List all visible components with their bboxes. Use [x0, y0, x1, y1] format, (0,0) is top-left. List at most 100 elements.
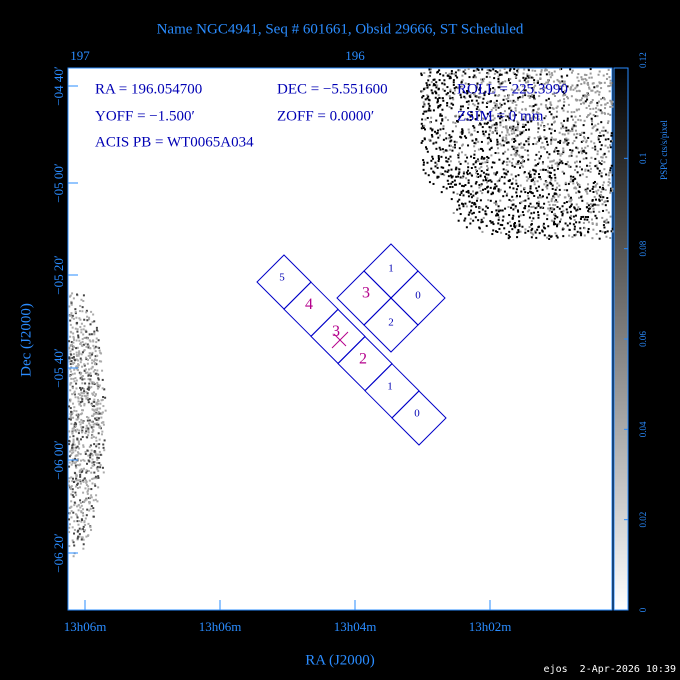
speckle [521, 96, 524, 99]
speckle [527, 143, 530, 146]
speckle [594, 115, 597, 118]
speckle [547, 97, 550, 100]
speckle [87, 346, 90, 349]
speckle [591, 237, 594, 240]
speckle [498, 179, 501, 182]
speckle [539, 196, 542, 199]
speckle [488, 89, 491, 92]
speckle [93, 422, 96, 425]
speckle [609, 105, 612, 108]
speckle [516, 129, 519, 132]
speckle [550, 219, 553, 222]
speckle [468, 200, 471, 203]
speckle [471, 190, 474, 193]
speckle [457, 69, 460, 72]
speckle [70, 343, 73, 346]
speckle [94, 394, 97, 397]
speckle [499, 223, 502, 226]
speckle [594, 157, 597, 160]
speckle [96, 461, 99, 464]
speckle [559, 139, 562, 142]
speckle [507, 205, 510, 208]
speckle [70, 381, 73, 384]
speckle [72, 416, 75, 419]
speckle [77, 479, 80, 482]
speckle [448, 137, 451, 140]
speckle [464, 72, 467, 75]
speckle [517, 162, 520, 165]
speckle [521, 126, 524, 129]
speckle [96, 453, 99, 456]
speckle [553, 94, 556, 97]
y-tick-label: −05 00′ [51, 163, 66, 203]
speckle [468, 172, 471, 175]
speckle [76, 293, 79, 296]
speckle [452, 146, 455, 149]
speckle [476, 68, 479, 71]
speckle [102, 396, 105, 399]
speckle [520, 155, 523, 158]
speckle [564, 140, 567, 143]
speckle [553, 200, 556, 203]
speckle [94, 453, 97, 456]
speckle [558, 207, 561, 210]
speckle [461, 130, 464, 133]
speckle [595, 233, 598, 236]
speckle [543, 82, 546, 85]
speckle [476, 159, 479, 162]
speckle [601, 198, 604, 201]
speckle [84, 342, 87, 345]
speckle [84, 450, 87, 453]
speckle [602, 129, 605, 132]
speckle [70, 370, 73, 373]
top-tick-label: 197 [70, 48, 90, 63]
speckle [534, 230, 537, 233]
speckle [533, 211, 536, 214]
speckle [592, 82, 595, 85]
speckle [537, 118, 540, 121]
speckle [423, 71, 426, 74]
speckle [570, 203, 573, 206]
speckle [510, 199, 513, 202]
speckle [603, 81, 606, 84]
speckle [580, 168, 583, 171]
speckle [579, 227, 582, 230]
speckle [464, 217, 467, 220]
speckle [94, 363, 97, 366]
speckle [490, 147, 493, 150]
speckle [527, 177, 530, 180]
speckle [594, 165, 597, 168]
speckle [578, 221, 581, 224]
speckle [497, 86, 500, 89]
speckle [575, 160, 578, 163]
speckle [467, 144, 470, 147]
speckle [572, 175, 575, 178]
speckle [475, 199, 478, 202]
speckle [451, 180, 454, 183]
speckle [573, 133, 576, 136]
speckle [548, 153, 551, 156]
speckle [608, 90, 611, 93]
speckle [101, 411, 104, 414]
speckle [445, 132, 448, 135]
speckle [75, 473, 78, 476]
speckle [569, 165, 572, 168]
speckle [541, 230, 544, 233]
speckle [603, 97, 606, 100]
speckle [501, 219, 504, 222]
speckle [486, 100, 489, 103]
speckle [82, 480, 85, 483]
speckle [436, 175, 439, 178]
speckle [493, 161, 496, 164]
speckle [542, 226, 545, 229]
speckle [478, 226, 481, 229]
speckle [602, 74, 605, 77]
speckle [552, 223, 555, 226]
speckle [515, 182, 518, 185]
speckle [423, 103, 426, 106]
speckle [532, 233, 535, 236]
speckle [485, 177, 488, 180]
speckle [433, 83, 436, 86]
speckle [443, 174, 446, 177]
speckle [439, 114, 442, 117]
